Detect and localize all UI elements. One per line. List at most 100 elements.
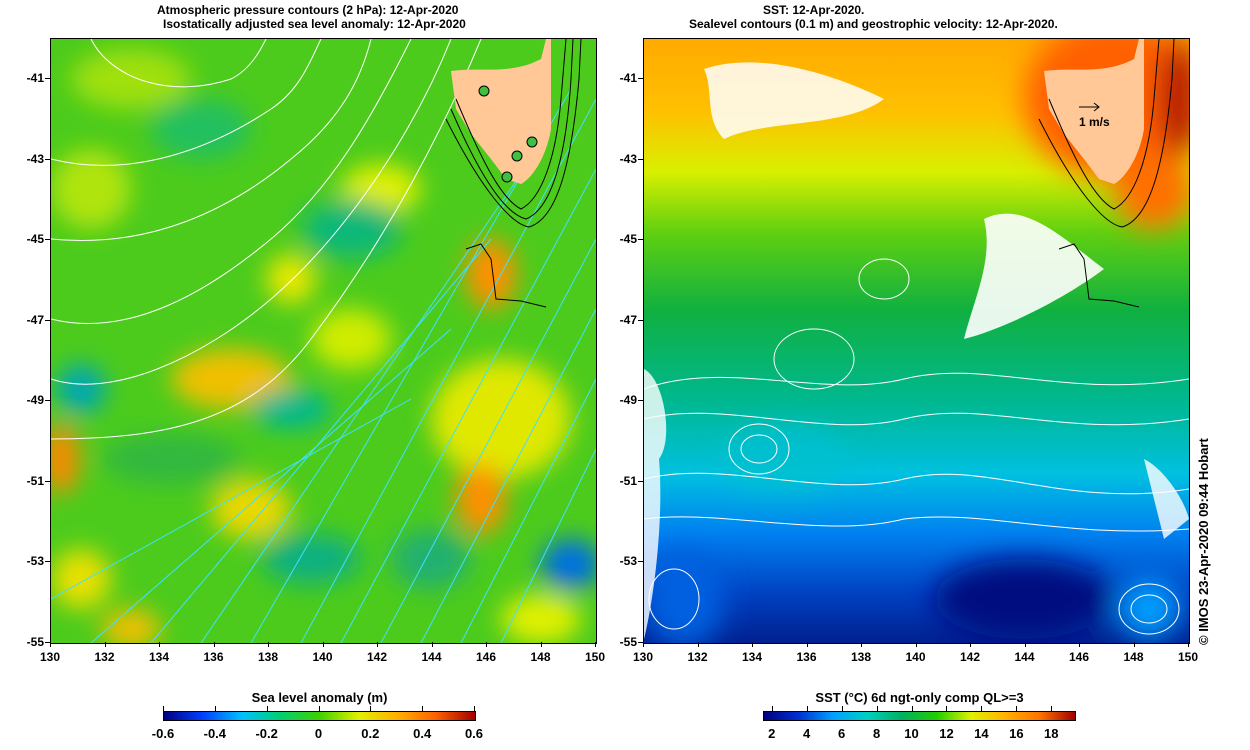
lat-tick-mark bbox=[638, 642, 643, 643]
lon-tick-mark bbox=[50, 642, 51, 647]
colorbar-tick-label: 0.6 bbox=[464, 726, 484, 741]
sealevel-contours bbox=[644, 258, 1189, 635]
lon-tick-mark bbox=[752, 642, 753, 647]
colorbar-tick-mark bbox=[841, 706, 843, 711]
left-title-line2: Isostatically adjusted sea level anomaly… bbox=[163, 17, 466, 31]
colorbar-tick-mark bbox=[911, 706, 913, 711]
sst-map: 1 m/s bbox=[643, 38, 1190, 644]
lon-tick-mark bbox=[643, 642, 644, 647]
lat-tick-label: -41 bbox=[619, 71, 637, 86]
lat-tick-label: -43 bbox=[26, 151, 44, 166]
lat-tick-mark bbox=[45, 400, 50, 402]
colorbar-tick-mark bbox=[1016, 706, 1018, 711]
lon-tick-label: 140 bbox=[905, 650, 926, 664]
colorbar-tick-label: -0.4 bbox=[203, 726, 227, 741]
lat-tick-label: -41 bbox=[26, 71, 44, 86]
lon-tick-label: 148 bbox=[530, 650, 551, 664]
colorbar-tick-mark bbox=[422, 706, 424, 711]
colorbar-tick-mark bbox=[1051, 706, 1053, 711]
lon-tick-label: 136 bbox=[203, 650, 224, 664]
lat-tick-label: -51 bbox=[26, 473, 44, 488]
colorbar-tick-mark bbox=[163, 706, 164, 711]
lon-tick-label: 144 bbox=[421, 650, 442, 664]
lon-tick-label: 134 bbox=[741, 650, 763, 664]
lat-tick-mark bbox=[638, 319, 643, 321]
lon-tick-mark bbox=[1188, 642, 1189, 647]
colorbar-tick-mark bbox=[214, 706, 216, 711]
velocity-scale-label: 1 m/s bbox=[1079, 115, 1110, 129]
lon-tick-label: 130 bbox=[632, 650, 654, 664]
colorbar-tick-label: 0.2 bbox=[361, 726, 380, 741]
colorbar-tick-label: 18 bbox=[1044, 726, 1059, 741]
lat-tick-mark bbox=[45, 158, 50, 160]
lat-tick-label: -45 bbox=[26, 232, 44, 247]
lon-tick-mark bbox=[915, 642, 917, 647]
lat-tick-mark bbox=[638, 561, 643, 563]
colorbar-tick-mark bbox=[771, 706, 773, 711]
colorbar-tick-mark bbox=[946, 706, 948, 711]
colorbar-tick-mark bbox=[266, 706, 268, 711]
lon-tick-mark bbox=[104, 642, 106, 647]
lon-tick-mark bbox=[486, 642, 487, 647]
lon-tick-label: 132 bbox=[94, 650, 115, 664]
colorbar-tick-label: 6 bbox=[837, 726, 846, 741]
lon-tick-label: 134 bbox=[148, 650, 170, 664]
lon-tick-label: 142 bbox=[366, 650, 388, 664]
colorbar-tick-mark bbox=[876, 706, 878, 711]
velocity-scale-arrow-icon bbox=[1079, 102, 1100, 112]
lat-tick-mark bbox=[45, 561, 50, 563]
sea-level-anomaly-map bbox=[50, 38, 597, 644]
lon-tick-label: 142 bbox=[959, 650, 981, 664]
colorbar-tick-mark bbox=[981, 706, 983, 711]
lon-tick-mark bbox=[431, 642, 433, 647]
lon-tick-mark bbox=[1133, 642, 1135, 647]
lon-tick-label: 130 bbox=[39, 650, 61, 664]
right-colorbar-label: SST (°C) 6d ngt-only comp QL>=3 bbox=[815, 690, 1024, 705]
lon-tick-mark bbox=[806, 642, 808, 647]
pressure-contours bbox=[51, 39, 482, 440]
colorbar-tick-label: 0.4 bbox=[413, 726, 432, 741]
lon-tick-mark bbox=[1079, 642, 1080, 647]
colorbar-tick-label: 10 bbox=[904, 726, 919, 741]
colorbar-tick-mark bbox=[806, 706, 808, 711]
tasmania-land bbox=[1038, 39, 1175, 308]
lon-tick-mark bbox=[1024, 642, 1026, 647]
colorbar-tick-label: 0 bbox=[314, 726, 323, 741]
colorbar-tick-mark bbox=[370, 706, 372, 711]
cyan-contours bbox=[51, 88, 596, 643]
lon-tick-mark bbox=[595, 642, 596, 647]
colorbar-tick-mark bbox=[318, 706, 320, 711]
lat-tick-mark bbox=[638, 78, 643, 80]
lat-tick-mark bbox=[638, 239, 643, 241]
lon-tick-mark bbox=[322, 642, 324, 647]
lat-tick-label: -45 bbox=[619, 232, 637, 247]
lat-tick-mark bbox=[45, 319, 50, 321]
credit-text: © IMOS 23-Apr-2020 09:44 Hobart bbox=[1196, 438, 1211, 645]
tasmania-land bbox=[445, 39, 582, 308]
colorbar-tick-label: -0.6 bbox=[151, 726, 175, 741]
lon-tick-label: 146 bbox=[1068, 650, 1090, 664]
lon-tick-mark bbox=[159, 642, 160, 647]
right-title-line2: Sealevel contours (0.1 m) and geostrophi… bbox=[689, 17, 1058, 31]
colorbar-tick-mark bbox=[474, 706, 475, 711]
lon-tick-label: 138 bbox=[257, 650, 279, 664]
colorbar-tick-label: 16 bbox=[1009, 726, 1024, 741]
left-colorbar bbox=[163, 711, 476, 721]
lat-tick-label: -53 bbox=[26, 554, 44, 569]
lat-tick-label: -47 bbox=[26, 312, 44, 327]
lon-tick-label: 140 bbox=[312, 650, 333, 664]
lat-tick-mark bbox=[638, 480, 643, 482]
lat-tick-label: -55 bbox=[26, 635, 44, 649]
cloud-mask bbox=[644, 62, 1189, 639]
lon-tick-mark bbox=[970, 642, 971, 647]
colorbar-tick-label: 14 bbox=[974, 726, 989, 741]
lat-tick-mark bbox=[45, 78, 50, 80]
lat-tick-mark bbox=[45, 642, 50, 643]
lat-tick-label: -43 bbox=[619, 151, 637, 166]
lon-tick-label: 150 bbox=[584, 650, 606, 664]
lon-tick-mark bbox=[268, 642, 269, 647]
lat-tick-mark bbox=[45, 239, 50, 241]
right-title-line1: SST: 12-Apr-2020. bbox=[763, 3, 865, 17]
lon-tick-mark bbox=[377, 642, 378, 647]
colorbar-tick-label: -0.2 bbox=[255, 726, 278, 741]
